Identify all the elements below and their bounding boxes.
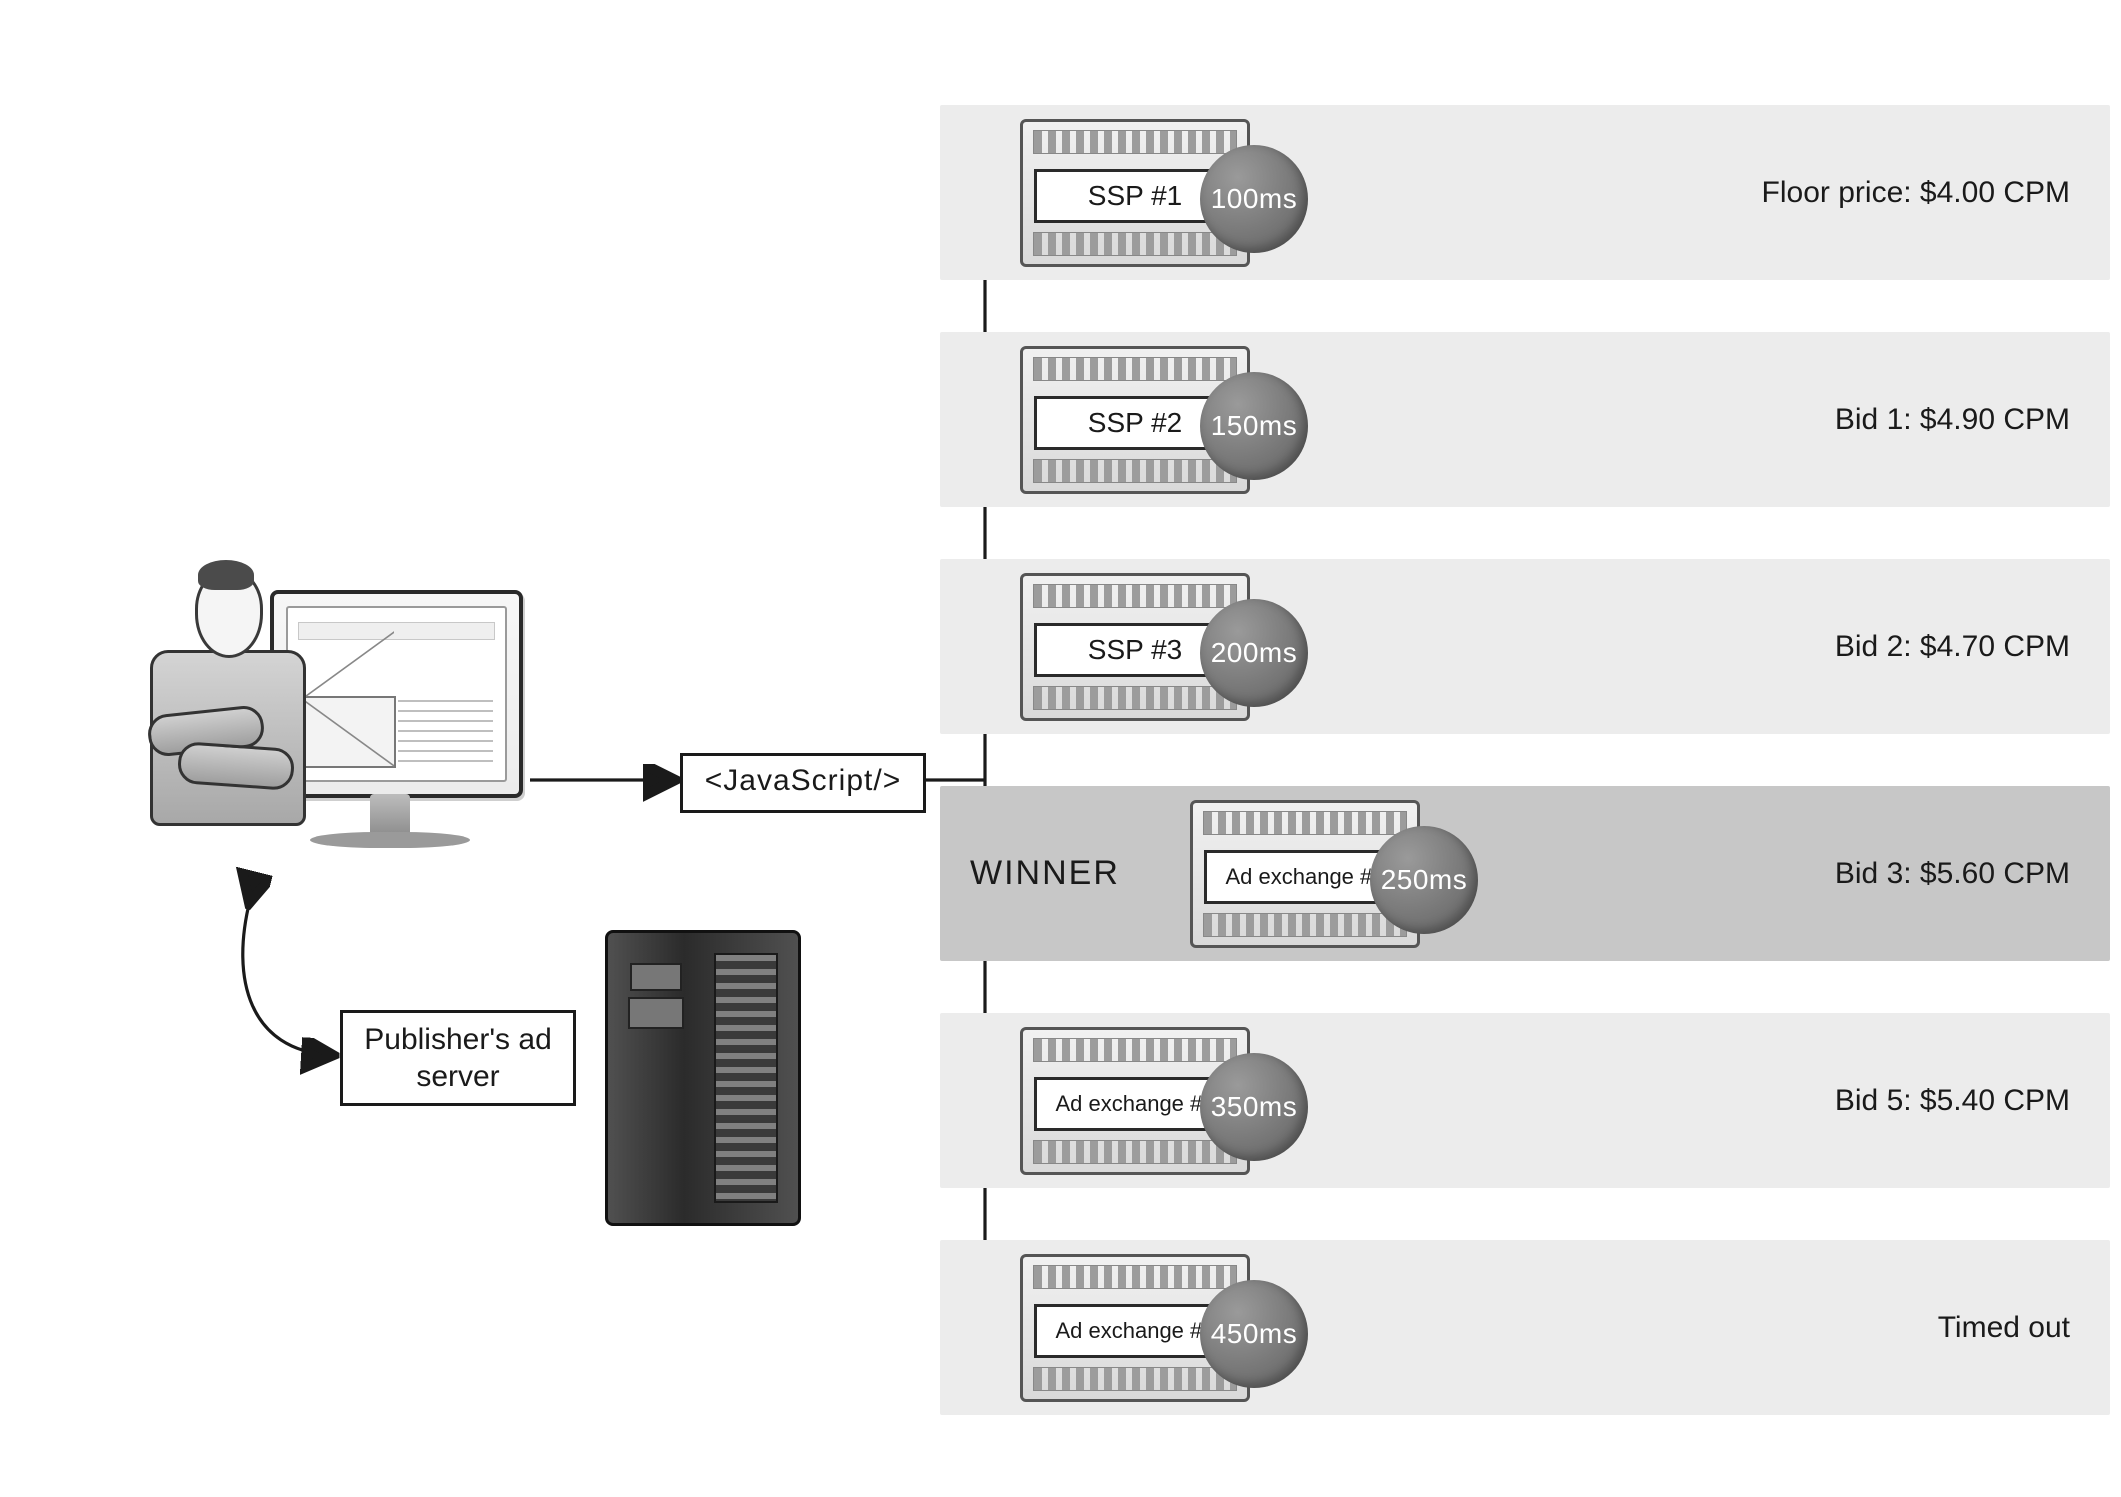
bidder-list: SSP #1100msFloor price: $4.00 CPMSSP #21… (940, 105, 2110, 1467)
monitor-icon (270, 590, 523, 798)
latency-badge: 150ms (1200, 372, 1308, 480)
bid-result: Floor price: $4.00 CPM (1762, 105, 2070, 280)
bidder-row-adx1: WINNERAd exchange #1250msBid 3: $5.60 CP… (940, 786, 2110, 961)
javascript-tag: <JavaScript/> (680, 753, 926, 813)
latency-badge: 350ms (1200, 1053, 1308, 1161)
diagram-canvas: <JavaScript/> Publisher's ad server SSP … (0, 0, 2121, 1497)
user-and-monitor (130, 590, 520, 880)
bid-result: Timed out (1938, 1240, 2070, 1415)
latency-badge: 250ms (1370, 826, 1478, 934)
bid-result: Bid 1: $4.90 CPM (1835, 332, 2070, 507)
bidder-row-ssp3: SSP #3200msBid 2: $4.70 CPM (940, 559, 2110, 734)
bidder-row-ssp1: SSP #1100msFloor price: $4.00 CPM (940, 105, 2110, 280)
latency-badge: 100ms (1200, 145, 1308, 253)
ad-server-label: Publisher's ad server (340, 1010, 576, 1106)
bidder-row-ssp2: SSP #2150msBid 1: $4.90 CPM (940, 332, 2110, 507)
ad-server-icon (605, 930, 801, 1226)
latency-badge: 450ms (1200, 1280, 1308, 1388)
winner-label: WINNER (970, 786, 1120, 961)
bidder-row-adx2: Ad exchange #2350msBid 5: $5.40 CPM (940, 1013, 2110, 1188)
bid-result: Bid 5: $5.40 CPM (1835, 1013, 2070, 1188)
bid-result: Bid 2: $4.70 CPM (1835, 559, 2070, 734)
person-icon (130, 590, 300, 870)
latency-badge: 200ms (1200, 599, 1308, 707)
bid-result: Bid 3: $5.60 CPM (1835, 786, 2070, 961)
bidder-row-adx3: Ad exchange #3450msTimed out (940, 1240, 2110, 1415)
